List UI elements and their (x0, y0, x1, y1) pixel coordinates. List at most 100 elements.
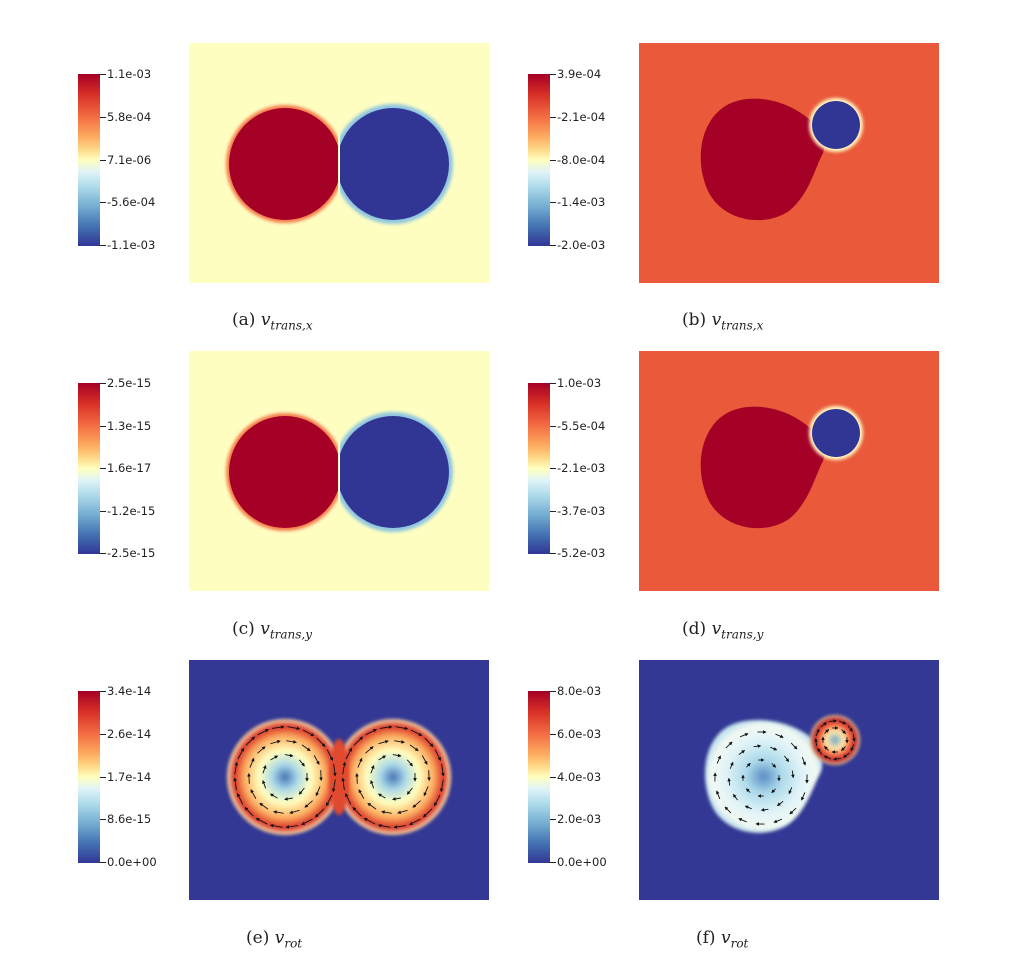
colorbar-tick-label: 1.1e-03 (107, 67, 152, 81)
large-vortex-droplet (705, 720, 823, 833)
colorbar-tick (100, 819, 106, 820)
vortex-droplet (227, 719, 343, 835)
colorbar-tick (100, 734, 106, 735)
colorbar-tick-label: -5.6e-04 (107, 195, 156, 209)
colorbar-tick-label: 7.1e-06 (107, 153, 152, 167)
velocity-arrow (434, 794, 441, 807)
velocity-arrow (738, 818, 747, 823)
caption-label: (d) (682, 619, 707, 639)
velocity-arrow (745, 788, 751, 793)
velocity-arrow (724, 806, 732, 814)
velocity-arrow (345, 747, 352, 760)
colorbar-tick (100, 553, 106, 554)
colorbar-tick (550, 117, 556, 118)
field-svg (639, 351, 939, 591)
velocity-arrow (744, 805, 752, 810)
velocity-arrow (829, 719, 837, 723)
caption-symbol: v (720, 928, 731, 948)
caption-subscript: trans,x (721, 318, 764, 333)
velocity-arrow (439, 779, 444, 793)
colorbar-tick (550, 426, 556, 427)
velocity-arrow (285, 825, 299, 829)
caption-subscript: rot (284, 936, 303, 951)
colorbar-tick (100, 691, 106, 692)
velocity-arrow (840, 746, 846, 752)
caption-f: (f) vrot (696, 928, 748, 950)
caption-label: (c) (232, 619, 255, 639)
velocity-arrow (365, 729, 377, 736)
velocity-arrow (319, 770, 323, 782)
velocity-arrow (234, 761, 239, 775)
velocity-arrow (237, 793, 244, 805)
velocity-arrow (394, 740, 405, 744)
velocity-arrow (269, 823, 283, 828)
velocity-arrow (814, 738, 818, 746)
velocity-arrow (262, 765, 267, 774)
velocity-arrow (771, 763, 777, 768)
velocity-arrow (790, 742, 798, 750)
caption-b: (b) vtrans,x (682, 310, 763, 332)
velocity-arrow (424, 737, 434, 748)
colorbar-tick (550, 553, 556, 554)
colorbar-tick-label: 3.4e-14 (107, 684, 152, 698)
small-droplet (812, 101, 860, 149)
colorbar-tick (100, 74, 106, 75)
velocity-arrow (838, 720, 847, 725)
small-droplet (812, 409, 860, 457)
velocity-arrow (434, 749, 441, 761)
field-svg (189, 43, 489, 283)
velocity-arrow (271, 725, 285, 729)
velocity-arrow (237, 747, 244, 760)
velocity-arrow (378, 740, 389, 745)
colorbar-tick (100, 511, 106, 512)
velocity-arrow (353, 736, 364, 746)
velocity-arrow (355, 772, 359, 784)
velocity-arrow (406, 759, 413, 767)
velocity-arrow (823, 755, 832, 760)
velocity-arrow (746, 762, 751, 768)
colorbar-tick-label: 1.7e-14 (107, 770, 152, 784)
colorbar-gradient (78, 383, 100, 554)
velocity-arrow (789, 807, 797, 815)
caption-a: (a) vtrans,x (232, 310, 313, 332)
velocity-arrow (269, 793, 278, 799)
velocity-arrow (377, 793, 386, 799)
velocity-arrow (358, 789, 365, 799)
velocity-arrow (392, 753, 402, 758)
velocity-arrow (341, 777, 345, 791)
colorbar-tick (100, 468, 106, 469)
velocity-arrow (427, 770, 431, 782)
velocity-arrow (287, 726, 301, 731)
colorbar-tick-label: -1.1e-03 (107, 238, 156, 252)
velocity-arrow (298, 759, 305, 767)
velocity-arrow (357, 757, 363, 768)
velocity-arrow (395, 726, 409, 731)
small-vortex-droplet (810, 715, 860, 765)
colorbar-tick (550, 160, 556, 161)
negative-droplet (340, 416, 449, 528)
field-svg (189, 351, 489, 591)
colorbar-tick-label: 8.0e-03 (557, 684, 602, 698)
velocity-arrow (313, 755, 320, 765)
velocity-arrow (791, 770, 795, 779)
velocity-arrow (725, 741, 733, 749)
velocity-arrow (257, 729, 269, 736)
velocity-arrow (304, 800, 313, 808)
velocity-arrow (729, 761, 734, 769)
field-plot-e (189, 660, 489, 900)
field-svg (189, 660, 489, 900)
velocity-arrow (284, 797, 293, 801)
caption-symbol: v (260, 310, 271, 330)
field-plot-a (189, 43, 489, 283)
velocity-arrow (316, 737, 326, 748)
velocity-arrow (326, 749, 333, 761)
velocity-arrow (833, 757, 841, 761)
velocity-arrow (381, 810, 392, 814)
velocity-arrow (270, 740, 281, 745)
velocity-arrow (852, 734, 856, 742)
velocity-arrow (732, 793, 738, 801)
colorbar-tick-label: 1.6e-17 (107, 461, 152, 475)
caption-symbol: v (711, 310, 722, 330)
velocity-arrow (315, 786, 321, 797)
colorbar-gradient (78, 74, 100, 246)
